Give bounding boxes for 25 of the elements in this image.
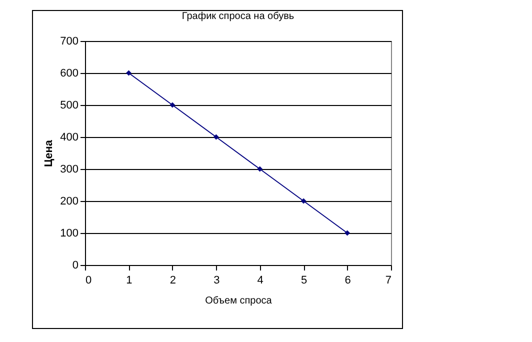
point (126, 70, 132, 76)
y-tick-label: 300 (60, 164, 78, 176)
x-tick-label: 3 (214, 274, 220, 286)
x-tick-label: 7 (385, 274, 392, 286)
y-tick-label: 100 (60, 228, 78, 240)
y-tick-label: 600 (60, 68, 78, 80)
y-tick-label: 400 (60, 132, 78, 144)
point (257, 166, 263, 172)
x-tick-label: 1 (126, 274, 132, 286)
x-tick-label: 5 (301, 274, 308, 286)
point (213, 134, 219, 140)
y-axis-title: Цена (43, 139, 56, 168)
y-tick-label: 200 (60, 196, 78, 208)
chart-title: График спроса на обувь (182, 11, 294, 22)
y-tick-label: 500 (60, 100, 78, 112)
y-tick-label: 0 (72, 260, 78, 272)
point (300, 198, 306, 204)
x-tick-label: 0 (86, 274, 92, 286)
y-tick-label: 700 (60, 36, 78, 48)
x-axis-title: Объем спроса (205, 296, 272, 306)
x-tick-label: 2 (170, 274, 176, 286)
point (170, 102, 176, 108)
point (344, 230, 350, 236)
x-tick-label: 6 (344, 274, 351, 286)
x-tick-label: 4 (257, 274, 264, 286)
